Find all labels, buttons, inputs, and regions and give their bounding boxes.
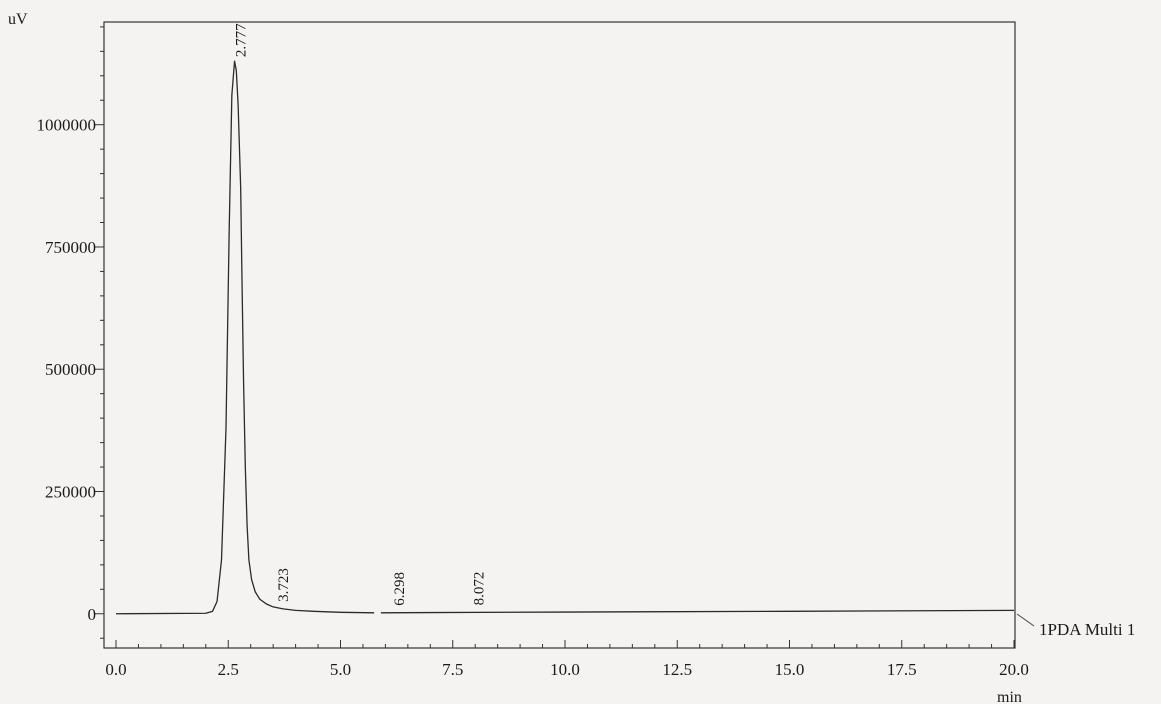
y-axis-unit: uV [8, 11, 28, 28]
y-axis: 0 250000 500000 750000 1000000 [37, 26, 104, 639]
y-tick-label: 750000 [45, 238, 96, 257]
x-tick-label: 12.5 [662, 660, 692, 679]
x-tick-label: 10.0 [550, 660, 580, 679]
peak-label: 3.723 [276, 568, 292, 602]
x-axis-unit: min [997, 689, 1022, 704]
y-tick-label: 1000000 [37, 116, 97, 135]
trace-label: 1PDA Multi 1 [1039, 620, 1135, 639]
y-tick-label: 250000 [45, 483, 96, 502]
x-tick-label: 17.5 [887, 660, 917, 679]
x-tick-label: 15.0 [775, 660, 805, 679]
y-tick-label: 0 [88, 605, 97, 624]
x-tick-label: 2.5 [218, 660, 239, 679]
x-axis: 0.0 2.5 5.0 7.5 10.0 12.5 15.0 17.5 20.0 [105, 640, 1029, 679]
series-layer [115, 60, 1015, 615]
peak-labels: 2.777 3.723 6.298 8.072 [234, 23, 488, 606]
peak-label: 6.298 [392, 572, 408, 606]
y-tick-label: 500000 [45, 360, 96, 379]
plot-frame [103, 21, 1016, 649]
series-line [115, 60, 1015, 615]
peak-label: 8.072 [471, 572, 487, 606]
x-tick-label: 5.0 [330, 660, 351, 679]
peak-label: 2.777 [234, 23, 250, 57]
x-tick-label: 20.0 [999, 660, 1029, 679]
x-tick-label: 7.5 [442, 660, 463, 679]
trace-label-leader [1016, 613, 1035, 627]
x-tick-label: 0.0 [105, 660, 126, 679]
